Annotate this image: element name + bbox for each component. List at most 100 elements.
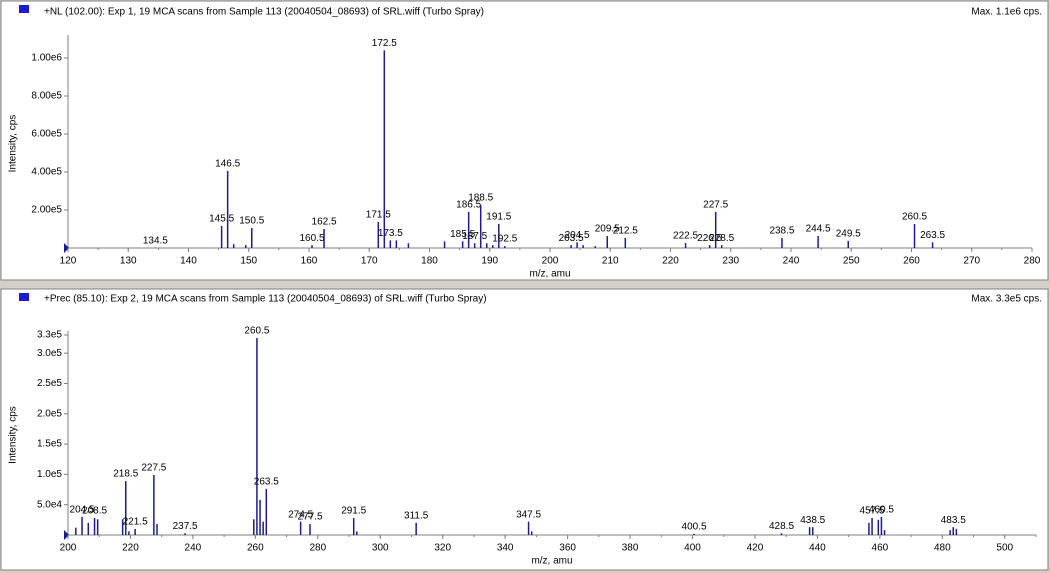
peak-label: 146.5 xyxy=(215,159,240,170)
panel-icon[interactable] xyxy=(19,293,29,301)
peak-label: 226.5 xyxy=(697,233,722,244)
x-tick-label: 160 xyxy=(301,256,318,267)
peak-label: 187.5 xyxy=(462,231,487,242)
panel xyxy=(0,288,1049,571)
peak-label: 277.5 xyxy=(297,512,322,523)
panel-title: +NL (102.00): Exp 1, 19 MCA scans from S… xyxy=(44,7,484,18)
peak-label: 212.5 xyxy=(613,226,638,237)
panel-title: +Prec (85.10): Exp 2, 19 MCA scans from … xyxy=(44,294,487,305)
peak-label: 347.5 xyxy=(516,509,541,520)
panel-icon[interactable] xyxy=(19,5,29,13)
x-tick-label: 380 xyxy=(622,543,639,554)
x-tick-label: 260 xyxy=(247,543,264,554)
y-tick-label: 1.5e5 xyxy=(37,439,62,450)
x-tick-label: 500 xyxy=(996,543,1013,554)
x-tick-label: 240 xyxy=(185,543,202,554)
peak-label: 171.5 xyxy=(366,210,391,221)
peak-label: 483.5 xyxy=(941,515,966,526)
panel xyxy=(0,0,1049,281)
peak-label: 150.5 xyxy=(239,216,264,227)
x-tick-label: 280 xyxy=(309,543,326,554)
peak-label: 204.5 xyxy=(565,230,590,241)
x-tick-label: 420 xyxy=(747,543,764,554)
peak-label: 208.5 xyxy=(82,506,107,517)
x-tick-label: 230 xyxy=(722,256,739,267)
x-tick-label: 440 xyxy=(809,543,826,554)
x-tick-label: 400 xyxy=(684,543,701,554)
peak-label: 203.5 xyxy=(559,233,584,244)
peak-label: 311.5 xyxy=(404,511,429,522)
peak-label: 221.5 xyxy=(123,517,148,528)
x-tick-label: 190 xyxy=(481,256,498,267)
x-tick-label: 340 xyxy=(497,543,514,554)
peak-label: 192.5 xyxy=(492,234,517,245)
x-tick-label: 270 xyxy=(963,256,980,267)
peak-label: 134.5 xyxy=(143,235,168,246)
x-tick-label: 220 xyxy=(662,256,679,267)
x-tick-label: 250 xyxy=(843,256,860,267)
peak-label: 222.5 xyxy=(673,231,698,242)
y-tick-label: 1.00e6 xyxy=(31,53,62,64)
x-tick-label: 320 xyxy=(434,543,451,554)
peak-label: 191.5 xyxy=(486,212,511,223)
peak-label: 172.5 xyxy=(372,38,397,49)
x-tick-label: 130 xyxy=(120,256,137,267)
peak-label: 291.5 xyxy=(341,506,366,517)
peak-label: 145.5 xyxy=(209,214,234,225)
x-tick-label: 170 xyxy=(361,256,378,267)
y-tick-label: 8.00e5 xyxy=(31,91,62,102)
peak-label: 227.5 xyxy=(141,463,166,474)
x-axis-label: m/z, amu xyxy=(529,269,570,280)
max-label: Max. 1.1e6 cps. xyxy=(971,7,1042,18)
x-axis-label: m/z, amu xyxy=(531,556,572,567)
y-tick-label: 3.3e5 xyxy=(37,330,62,341)
x-tick-label: 210 xyxy=(602,256,619,267)
peak-label: 244.5 xyxy=(806,224,831,235)
x-tick-label: 220 xyxy=(122,543,139,554)
x-tick-label: 260 xyxy=(903,256,920,267)
peak-label: 260.5 xyxy=(902,212,927,223)
peak-label: 228.5 xyxy=(709,233,734,244)
peak-label: 204.5 xyxy=(70,504,95,515)
peak-label: 209.5 xyxy=(595,224,620,235)
y-tick-label: 2.00e5 xyxy=(31,205,62,216)
peak-label: 457.5 xyxy=(860,506,885,517)
peak-label: 237.5 xyxy=(173,521,198,532)
y-axis-label: Intensity, cps xyxy=(8,406,19,464)
x-tick-label: 180 xyxy=(421,256,438,267)
peak-label: 274.5 xyxy=(288,509,313,520)
x-tick-label: 240 xyxy=(783,256,800,267)
peak-label: 238.5 xyxy=(769,226,794,237)
x-tick-label: 460 xyxy=(872,543,889,554)
y-tick-label: 4.00e5 xyxy=(31,167,62,178)
peak-label: 400.5 xyxy=(682,521,707,532)
y-tick-label: 2.0e5 xyxy=(37,408,62,419)
y-tick-label: 1.0e5 xyxy=(37,469,62,480)
peak-label: 438.5 xyxy=(800,515,825,526)
x-tick-label: 150 xyxy=(240,256,257,267)
x-tick-label: 300 xyxy=(372,543,389,554)
axis-arrow xyxy=(64,530,69,540)
peak-label: 173.5 xyxy=(378,228,403,239)
x-tick-label: 360 xyxy=(559,543,576,554)
peak-label: 263.5 xyxy=(254,477,279,488)
x-tick-label: 140 xyxy=(180,256,197,267)
y-tick-label: 2.5e5 xyxy=(37,378,62,389)
peak-label: 227.5 xyxy=(703,200,728,211)
peak-label: 218.5 xyxy=(113,469,138,480)
peak-label: 460.5 xyxy=(869,504,894,515)
y-tick-label: 5.0e4 xyxy=(37,499,62,510)
x-tick-label: 280 xyxy=(1024,256,1041,267)
max-label: Max. 3.3e5 cps. xyxy=(971,294,1042,305)
peak-label: 162.5 xyxy=(312,217,337,228)
x-tick-label: 200 xyxy=(542,256,559,267)
x-tick-label: 200 xyxy=(60,543,77,554)
axis-arrow xyxy=(64,243,69,253)
x-tick-label: 120 xyxy=(60,256,77,267)
x-tick-label: 480 xyxy=(934,543,951,554)
peak-label: 260.5 xyxy=(244,326,269,337)
peak-label: 188.5 xyxy=(468,193,493,204)
y-axis-label: Intensity, cps xyxy=(8,115,19,173)
